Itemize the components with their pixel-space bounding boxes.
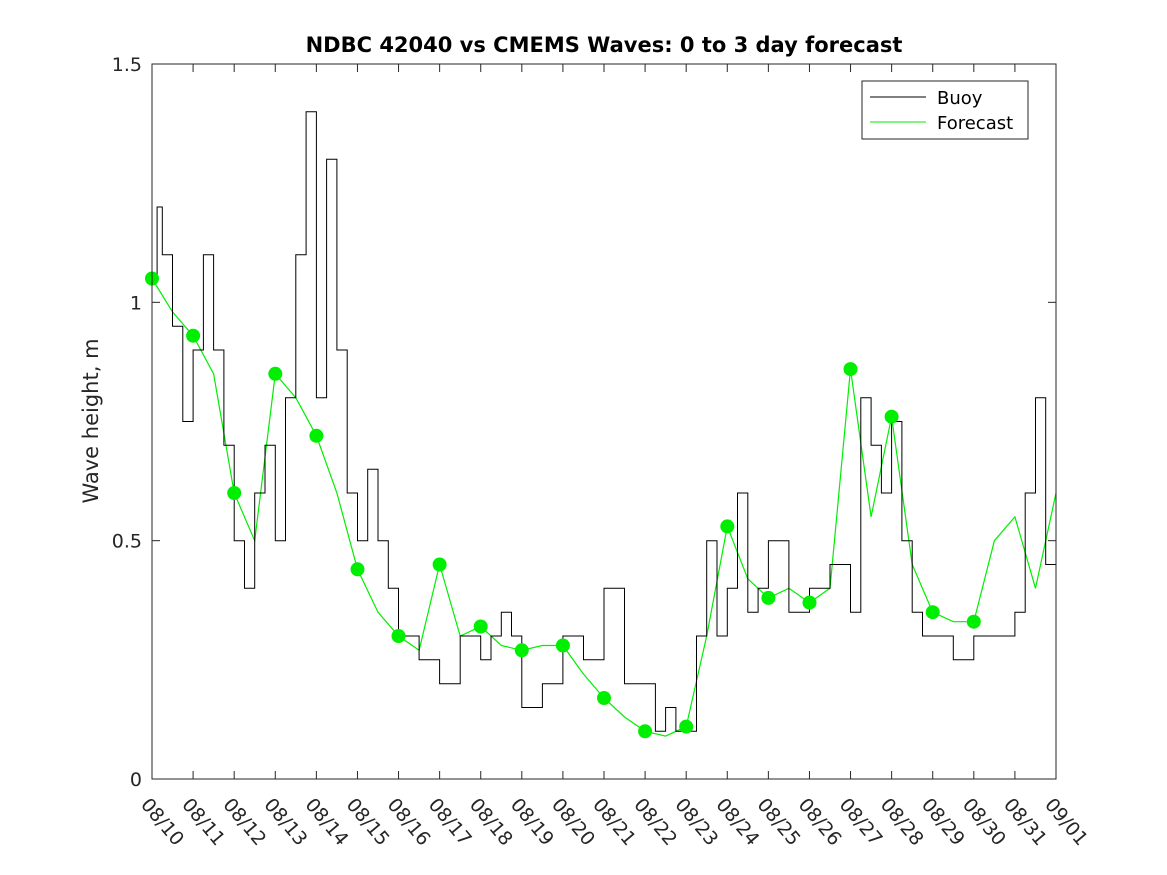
forecast-start-point	[638, 724, 653, 739]
forecast-start-point	[432, 557, 447, 572]
legend-buoy-label: Buoy	[937, 88, 983, 109]
buoy-line	[152, 111, 1057, 732]
y-tick-label: 0.5	[112, 531, 142, 553]
forecast-start-point	[597, 691, 611, 705]
legend-forecast-label: Forecast	[937, 113, 1013, 134]
y-tick-label: 1.5	[112, 54, 142, 76]
legend: Buoy Forecast	[861, 80, 1029, 140]
forecast-start-point	[761, 590, 776, 605]
forecast-start-point	[679, 719, 694, 734]
forecast-start-point	[720, 519, 735, 534]
forecast-start-point	[350, 562, 365, 577]
forecast-start-point	[473, 619, 488, 634]
plot-area	[152, 64, 1056, 779]
legend-box	[861, 80, 1029, 140]
forecast-start-point	[802, 595, 817, 610]
y-tick-label: 0	[130, 769, 142, 791]
forecast-start-point	[555, 638, 570, 653]
forecast-start-point	[514, 643, 529, 658]
forecast-start-point	[925, 605, 940, 620]
y-axis: 0 0.5 1 1.5	[112, 54, 1056, 791]
forecast-start-point	[186, 328, 201, 343]
buoy-series	[152, 111, 1057, 732]
forecast-start-point	[309, 428, 324, 443]
forecast-start-point	[966, 614, 981, 629]
chart-title: NDBC 42040 vs CMEMS Waves: 0 to 3 day fo…	[306, 33, 903, 57]
forecast-start-point	[843, 362, 858, 377]
y-axis-label: Wave height, m	[79, 338, 103, 503]
forecast-start-point	[268, 366, 283, 381]
forecast-start-point	[884, 409, 899, 424]
forecast-start-point	[227, 486, 242, 500]
forecast-start-point	[391, 629, 406, 643]
y-tick-label: 1	[130, 292, 142, 314]
